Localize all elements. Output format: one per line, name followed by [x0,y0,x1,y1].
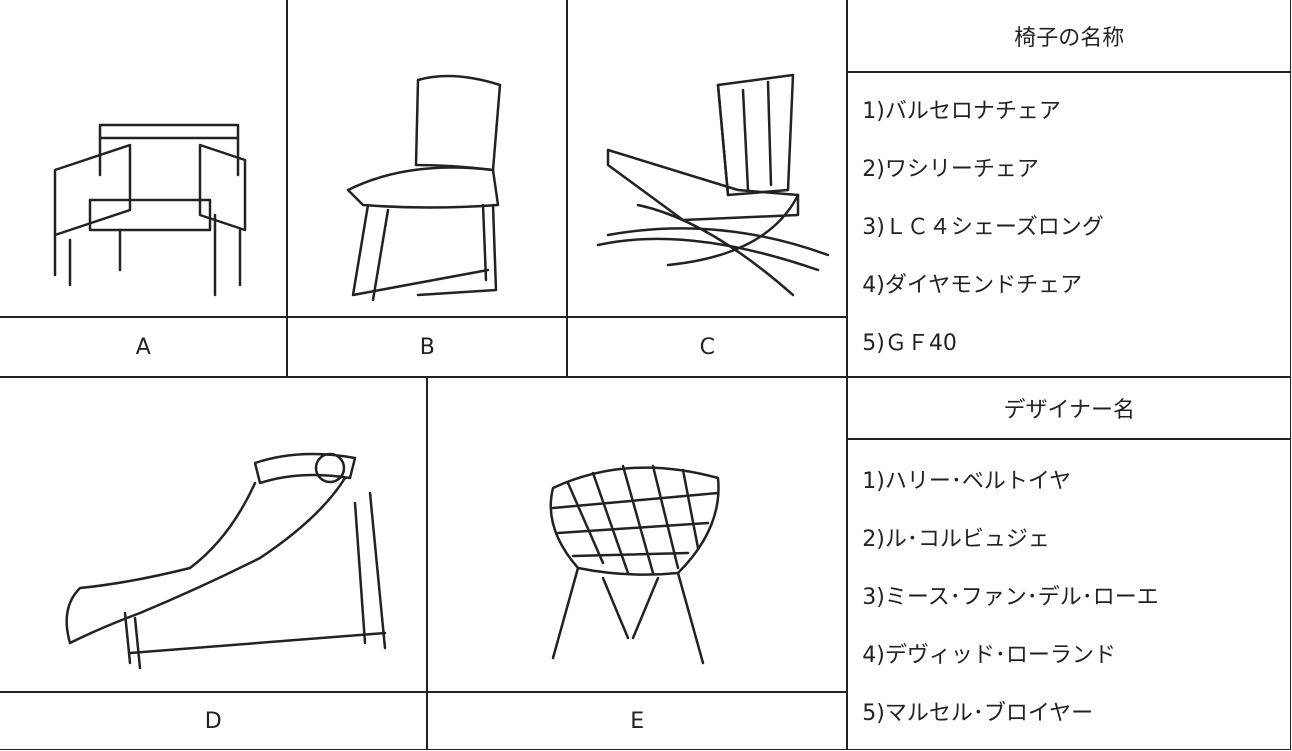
list-item: 5)ＧＦ40 [862,330,957,356]
chair-d [65,453,387,670]
list-header: デザイナー名 [1003,398,1136,424]
chair-a [54,124,247,297]
list-item: 1)バルセロナチェア [862,98,1061,124]
list-cell: 1)バルセロナチェア 2)ワシリーチェア 3)ＬＣ４シェーズロング 4)ダイヤモ… [847,72,1292,378]
image-cell [0,377,428,693]
image-cell [567,0,848,318]
list-item: 1)ハリー･ベルトイヤ [862,468,1072,494]
header-cell: デザイナー名 [847,377,1292,440]
header-cell: 椅子の名称 [847,0,1292,73]
chair-c [597,74,830,297]
chair-label: D [0,692,428,751]
list-item: 5)マルセル･ブロイヤー [862,700,1094,726]
list-item: 4)デヴィッド･ローランド [862,642,1116,668]
list-item: 2)ワシリーチェア [862,156,1039,182]
chair-e [549,465,720,665]
chair-label: A [0,317,288,378]
image-cell [287,0,568,318]
chair-b [347,75,502,302]
list-item: 2)ル･コルビュジェ [862,526,1050,552]
list-item: 3)ミース･ファン･デル･ローエ [862,584,1159,610]
list-item: 3)ＬＣ４シェーズロング [862,214,1104,240]
chair-label: E [427,692,848,751]
image-cell [427,377,848,693]
list-header: 椅子の名称 [1014,25,1125,51]
chair-label: C [567,317,848,378]
list-cell: 1)ハリー･ベルトイヤ 2)ル･コルビュジェ 3)ミース･ファン･デル･ローエ … [847,439,1292,751]
chair-label: B [287,317,568,378]
list-item: 4)ダイヤモンドチェア [862,272,1083,298]
image-cell [0,0,288,318]
